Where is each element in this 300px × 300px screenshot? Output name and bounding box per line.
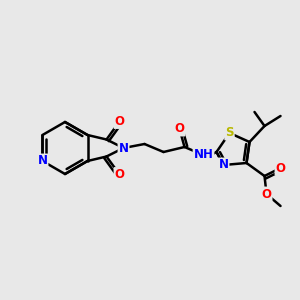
Text: S: S xyxy=(225,127,234,140)
Text: O: O xyxy=(175,122,184,136)
Text: N: N xyxy=(118,142,128,154)
Text: O: O xyxy=(115,168,124,181)
Text: O: O xyxy=(275,161,286,175)
Text: O: O xyxy=(115,115,124,128)
Text: NH: NH xyxy=(194,148,214,161)
Text: N: N xyxy=(38,154,47,167)
Text: N: N xyxy=(218,158,229,172)
Text: O: O xyxy=(262,188,272,200)
